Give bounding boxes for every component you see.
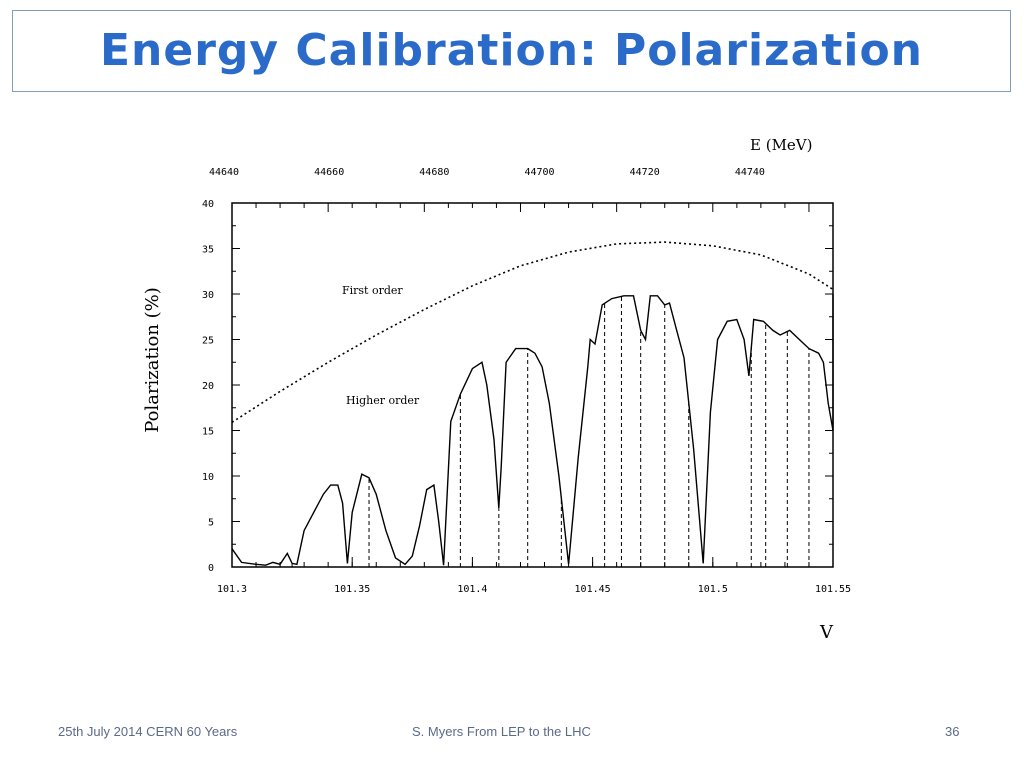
x-tick-label: 101.4	[457, 584, 487, 595]
x-axis-label: V	[819, 622, 834, 643]
top-axis-label: E (MeV)	[750, 136, 813, 154]
y-tick-label: 25	[202, 336, 214, 347]
series-higher-order	[231, 294, 834, 566]
slide-title: Energy Calibration: Polarization	[99, 25, 924, 76]
y-tick-label: 5	[208, 518, 214, 529]
y-axis-label: Polarization (%)	[142, 287, 163, 433]
y-tick-label: 20	[202, 381, 214, 392]
annotation-higher-order: Higher order	[346, 394, 420, 407]
y-tick-label: 10	[202, 472, 214, 483]
x-tick-label: 101.5	[698, 584, 728, 595]
top-tick-label: 44660	[314, 167, 344, 178]
top-tick-label: 44680	[419, 167, 449, 178]
title-box: Energy Calibration: Polarization	[12, 10, 1011, 92]
y-tick-label: 35	[202, 245, 214, 256]
y-tick-label: 0	[208, 563, 214, 574]
y-tick-label: 15	[202, 427, 214, 438]
top-tick-label: 44640	[209, 167, 239, 178]
footer-author: S. Myers From LEP to the LHC	[412, 724, 591, 739]
plot-frame	[231, 202, 834, 568]
top-tick-label: 44700	[524, 167, 554, 178]
polarization-chart: 0 5 10 15 20 25 30 35 40 101.3 101.35 101.4 101.45 10…	[142, 136, 851, 643]
x-tick-label: 101.55	[815, 584, 851, 595]
footer-date: 25th July 2014 CERN 60 Years	[58, 724, 238, 739]
top-tick-label: 44740	[735, 167, 765, 178]
x-tick-label: 101.35	[334, 584, 370, 595]
series-first-order	[231, 241, 834, 423]
annotation-first-order: First order	[342, 284, 403, 297]
y-tick-label: 40	[202, 199, 214, 210]
top-tick-label: 44720	[630, 167, 660, 178]
page-number: 36	[945, 724, 960, 739]
y-tick-label: 30	[202, 290, 214, 301]
plot-area: 0 5 10 15 20 25 30 35 40 101.3 101.35 101.4 101.45 10…	[202, 167, 851, 595]
x-tick-label: 101.45	[575, 584, 611, 595]
x-tick-label: 101.3	[217, 584, 247, 595]
